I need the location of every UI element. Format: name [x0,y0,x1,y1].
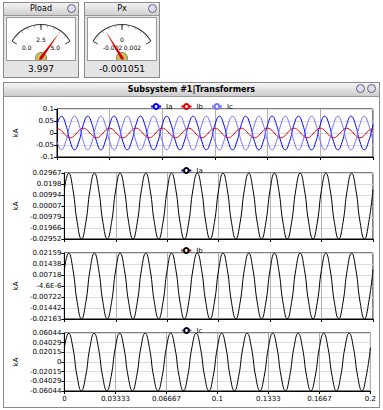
svg-text:Ib: Ib [196,103,203,111]
svg-text:Ic: Ic [197,327,203,335]
svg-text:0.04029: 0.04029 [32,339,61,347]
svg-text:0: 0 [62,395,66,403]
svg-text:-0.02015: -0.02015 [30,368,61,376]
html-text:-0.001051: -0.001051 [98,64,146,74]
svg-text:0.00007: 0.00007 [32,202,61,210]
svg-text:0.01438: 0.01438 [32,260,61,268]
svg-text:-4.6E-6: -4.6E-6 [36,282,62,290]
svg-text:-0.06044: -0.06044 [30,387,62,395]
svg-text:0.2: 0.2 [365,395,376,403]
svg-text:kA: kA [12,281,20,290]
svg-text:0.0198: 0.0198 [37,180,62,188]
svg-text:-0.01966: -0.01966 [30,224,62,232]
svg-text:0.1667: 0.1667 [307,395,332,403]
svg-text:0: 0 [120,36,124,43]
html-text:Px: Px [117,4,127,13]
svg-text:0.0: 0.0 [22,44,32,51]
svg-text:-0.00722: -0.00722 [30,293,61,301]
svg-text:Ib: Ib [196,247,203,255]
svg-text:-0.02163: -0.02163 [30,315,61,323]
svg-text:-0.002: -0.002 [103,44,123,51]
html-text:Subsystem #1|Transformers: Subsystem #1|Transformers [127,85,256,94]
svg-text:0.00718: 0.00718 [32,271,61,279]
svg-text:-0.04029: -0.04029 [30,377,61,385]
html-text:3.997: 3.997 [28,64,54,74]
svg-text:0.1333: 0.1333 [256,395,281,403]
svg-text:0.1: 0.1 [43,105,54,113]
svg-text:kA: kA [12,128,20,137]
svg-text:kA: kA [12,201,20,210]
svg-text:0.03333: 0.03333 [101,395,130,403]
svg-text:0.05: 0.05 [38,117,54,125]
svg-text:0: 0 [50,129,54,137]
svg-text:-0.1: -0.1 [40,153,54,161]
svg-text:-0.00979: -0.00979 [30,213,61,221]
svg-text:0.06667: 0.06667 [152,395,181,403]
svg-text:0: 0 [57,358,61,366]
svg-text:0.06044: 0.06044 [32,329,61,337]
svg-text:-0.01442: -0.01442 [30,304,61,312]
svg-text:0.00994: 0.00994 [32,191,61,199]
svg-text:0.02015: 0.02015 [32,348,61,356]
svg-text:Ia: Ia [166,103,172,111]
svg-text:0.02159: 0.02159 [32,249,61,257]
svg-text:0.1: 0.1 [212,395,223,403]
svg-text:-0.05: -0.05 [36,141,54,149]
svg-text:5.0: 5.0 [51,44,61,51]
svg-text:2.5: 2.5 [36,36,46,43]
svg-text:kA: kA [12,357,20,366]
html-text:Pload: Pload [30,4,52,13]
svg-text:-0.02952: -0.02952 [30,235,61,243]
svg-text:Ia: Ia [196,167,202,175]
svg-text:0.02967: 0.02967 [32,169,61,177]
svg-text:Ic: Ic [227,103,233,111]
svg-text:0.002: 0.002 [124,44,141,51]
